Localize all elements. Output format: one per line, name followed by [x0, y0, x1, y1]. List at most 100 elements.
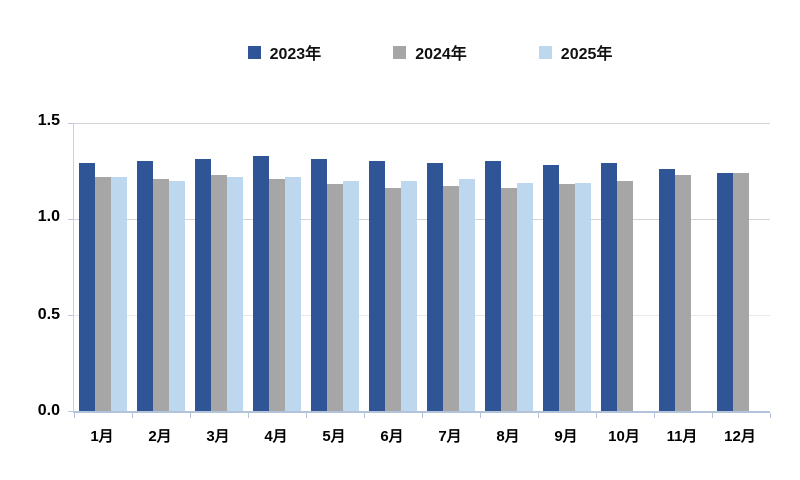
bar-2023年-11月 [659, 169, 676, 411]
x-axis-tick [654, 413, 655, 418]
bar-slot [749, 123, 765, 411]
bar-2024年-11月 [675, 174, 691, 411]
bar-2024年-8月 [501, 188, 517, 411]
x-axis-tick [422, 413, 423, 418]
bar-group-4月 [248, 123, 306, 411]
legend-swatch-2023-icon [247, 45, 261, 59]
y-axis-label-1-5: 1.5 [37, 112, 60, 129]
bar-group-5月 [306, 123, 364, 411]
bar-group-8月 [480, 123, 538, 411]
plot-area [68, 123, 771, 418]
bar-slot [400, 123, 417, 411]
bar-group-3月 [190, 123, 248, 411]
gridline-0-5 [74, 315, 770, 316]
bar-slot [691, 123, 707, 411]
x-axis-tick [770, 413, 771, 418]
x-axis-label-5月: 5月 [322, 428, 346, 445]
x-axis-label-8月: 8月 [496, 428, 520, 445]
bar-group-6月 [364, 123, 422, 411]
gridline-1-0 [74, 219, 770, 220]
chart-legend: 2023年 2024年 2025年 [60, 40, 800, 64]
bar-slot [633, 123, 649, 411]
plot-groups [74, 123, 770, 411]
bar-group-10月 [596, 123, 654, 411]
x-axis-tick [74, 413, 75, 418]
legend-item-2024: 2024年 [393, 40, 467, 64]
bar-slot [110, 123, 127, 411]
x-axis-tick [538, 413, 539, 418]
bar-slot [601, 123, 618, 411]
bar-slot [385, 123, 401, 411]
x-axis-tick [712, 413, 713, 418]
x-axis-label-2月: 2月 [148, 428, 172, 445]
bar-2025年-1月 [110, 176, 127, 411]
bar-slot [733, 123, 749, 411]
bar-2024年-5月 [327, 184, 343, 411]
x-axis-label-12月: 12月 [724, 428, 756, 445]
y-axis-tick [68, 219, 73, 220]
bar-slot [675, 123, 691, 411]
x-axis-tick [364, 413, 365, 418]
bar-slot [617, 123, 633, 411]
x-axis-tick [190, 413, 191, 418]
bar-slot [574, 123, 591, 411]
bar-slot [211, 123, 227, 411]
bar-group-12月 [712, 123, 770, 411]
bar-slot [311, 123, 328, 411]
x-axis-tick [596, 413, 597, 418]
bar-2023年-10月 [601, 163, 618, 411]
bar-slot [443, 123, 459, 411]
bar-2025年-3月 [226, 176, 243, 411]
bar-2024年-2月 [153, 178, 169, 411]
bar-2025年-9月 [574, 182, 591, 411]
bar-2025年-6月 [400, 180, 417, 411]
bar-2023年-3月 [195, 159, 212, 411]
x-axis-label-7月: 7月 [438, 428, 462, 445]
x-axis-tick [132, 413, 133, 418]
x-axis-label-11月: 11月 [666, 428, 698, 445]
bar-slot [153, 123, 169, 411]
bar-slot [485, 123, 502, 411]
bar-slot [269, 123, 285, 411]
x-axis-label-1月: 1月 [90, 428, 114, 445]
bar-2024年-10月 [617, 180, 633, 411]
y-axis-tick [68, 123, 73, 124]
legend-label-2024: 2024年 [415, 46, 467, 63]
bar-2023年-7月 [427, 163, 444, 411]
x-axis-tick [480, 413, 481, 418]
x-axis-label-10月: 10月 [608, 428, 640, 445]
legend-label-2025: 2025年 [560, 46, 613, 63]
bar-slot [342, 123, 359, 411]
bar-group-1月 [74, 123, 132, 411]
bar-slot [717, 123, 734, 411]
x-axis-labels: 1月 2月 3月 4月 5月 6月 7月 8月 9月 10月 11月 12月 [73, 425, 769, 446]
bar-slot [501, 123, 517, 411]
bar-slot [543, 123, 560, 411]
bar-slot [369, 123, 386, 411]
bar-2025年-8月 [516, 182, 533, 411]
bar-2023年-5月 [311, 159, 328, 411]
x-axis-label-9月: 9月 [554, 428, 578, 445]
bar-group-7月 [422, 123, 480, 411]
y-axis-label-0-0: 0.0 [37, 402, 60, 419]
bar-2024年-4月 [269, 178, 285, 411]
legend-swatch-2024-icon [393, 45, 407, 59]
bar-slot [427, 123, 444, 411]
y-axis-tick [68, 315, 73, 316]
bar-2025年-5月 [342, 180, 359, 411]
bar-slot [253, 123, 270, 411]
bar-2023年-6月 [369, 161, 386, 411]
y-axis-label-1-0: 1.0 [37, 208, 60, 225]
gridline-1-5 [74, 123, 770, 124]
bar-group-11月 [654, 123, 712, 411]
bar-slot [458, 123, 475, 411]
y-axis-label-0-5: 0.5 [37, 306, 60, 323]
bar-slot [226, 123, 243, 411]
bar-2025年-2月 [168, 180, 185, 411]
y-axis-tick [68, 411, 73, 412]
bar-slot [559, 123, 575, 411]
x-axis-label-3月: 3月 [206, 428, 230, 445]
legend-item-2025: 2025年 [538, 40, 613, 64]
bar-group-2月 [132, 123, 190, 411]
x-axis-tick [248, 413, 249, 418]
